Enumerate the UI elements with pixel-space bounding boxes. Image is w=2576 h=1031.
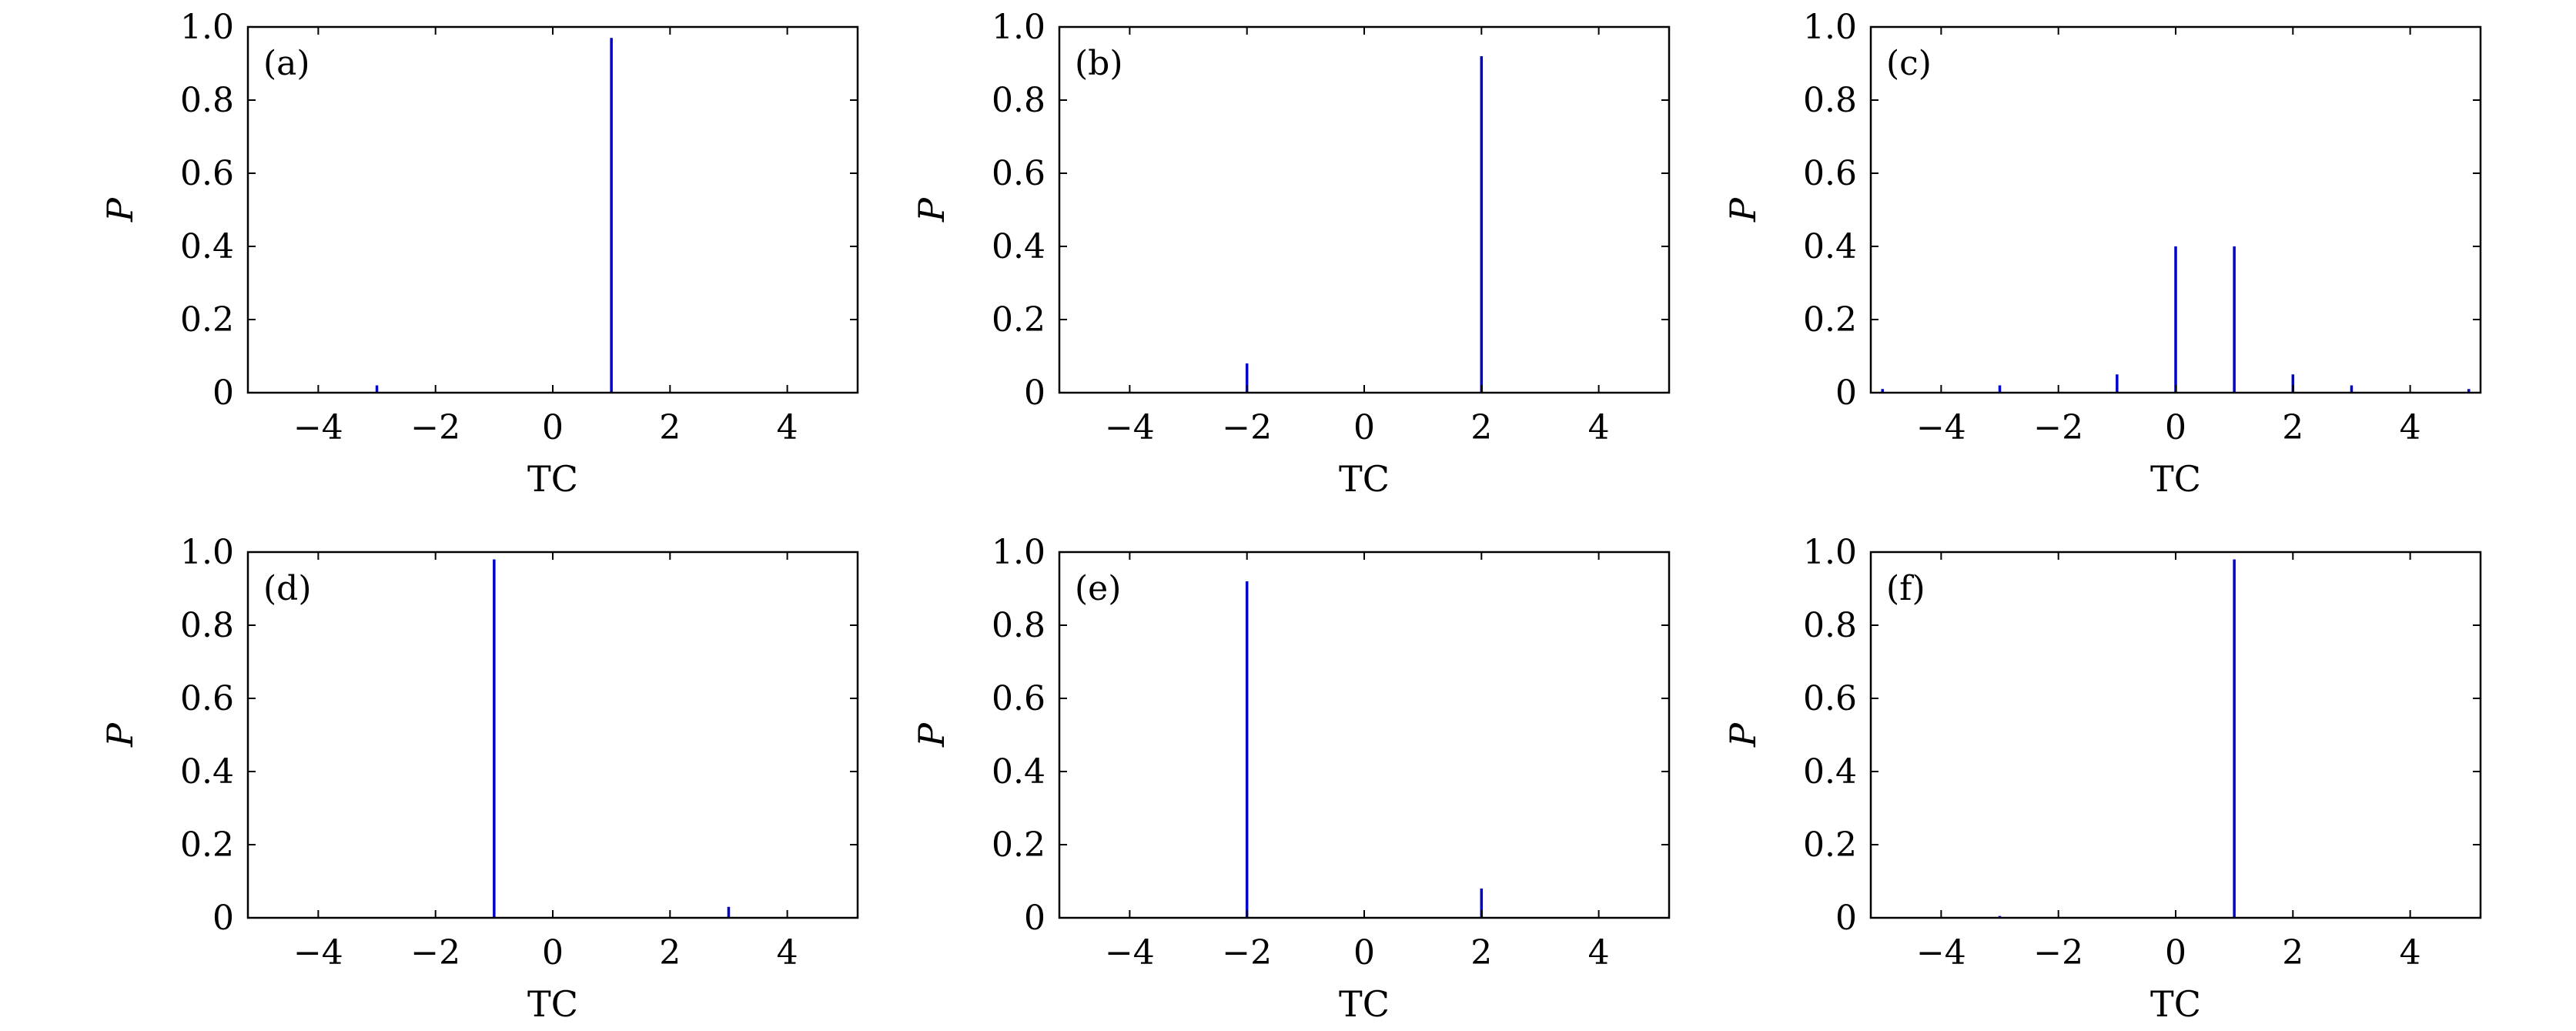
y-axis-label: P <box>99 197 141 223</box>
y-tick-label: 1.0 <box>992 8 1045 47</box>
y-axis-label: P <box>911 722 952 748</box>
y-tick-label: 1.0 <box>992 533 1045 572</box>
x-tick-label: 0 <box>1353 408 1375 447</box>
x-tick-label: −2 <box>2033 408 2083 447</box>
x-tick-label: 0 <box>2165 933 2186 972</box>
y-tick-label: 0.6 <box>1803 154 1857 193</box>
y-tick-label: 0.6 <box>992 154 1045 193</box>
panel-label: (d) <box>263 569 312 608</box>
x-tick-label: 4 <box>777 408 798 447</box>
x-tick-label: 4 <box>1588 408 1610 447</box>
x-tick-label: 2 <box>2282 933 2303 972</box>
y-tick-label: 0.6 <box>1803 679 1857 718</box>
y-tick-label: 0 <box>212 373 234 413</box>
x-tick-label: −2 <box>1222 408 1272 447</box>
y-axis-label: P <box>911 197 952 223</box>
x-tick-label: −4 <box>1916 933 1966 972</box>
x-tick-label: 2 <box>1470 933 1492 972</box>
panel-label: (f) <box>1886 569 1925 608</box>
y-tick-label: 0.8 <box>180 81 234 120</box>
y-tick-label: 0 <box>1024 899 1045 938</box>
panel-label: (a) <box>263 44 310 83</box>
y-tick-label: 1.0 <box>180 8 234 47</box>
x-tick-label: −4 <box>1105 408 1155 447</box>
y-tick-label: 1.0 <box>1803 8 1857 47</box>
y-tick-label: 1.0 <box>1803 533 1857 572</box>
x-tick-label: 0 <box>1353 933 1375 972</box>
y-tick-label: 0.6 <box>180 154 234 193</box>
x-axis-label: TC <box>527 458 578 500</box>
chart-panel: −4 −2 0 2 4 0 0.2 0.4 0.6 0.8 1.0 TC P (d) <box>99 533 859 1025</box>
x-axis-label: TC <box>2150 458 2201 500</box>
y-tick-label: 0.2 <box>1803 825 1857 865</box>
y-tick-label: 0.2 <box>992 300 1045 340</box>
x-tick-label: 0 <box>542 408 564 447</box>
x-tick-label: −4 <box>1105 933 1155 972</box>
chart-panel: −4 −2 0 2 4 0 0.2 0.4 0.6 0.8 1.0 TC P (a) <box>99 8 859 500</box>
y-tick-label: 0.4 <box>180 227 234 266</box>
chart-panel: −4 −2 0 2 4 0 0.2 0.4 0.6 0.8 1.0 TC P (f) <box>1722 533 2482 1025</box>
y-tick-label: 0.8 <box>992 606 1045 645</box>
x-tick-label: −4 <box>293 408 343 447</box>
x-tick-label: 2 <box>2282 408 2303 447</box>
y-tick-label: 0 <box>1835 899 1857 938</box>
x-tick-label: 4 <box>777 933 798 972</box>
y-tick-label: 0.8 <box>992 81 1045 120</box>
x-axis-label: TC <box>2150 983 2201 1025</box>
x-tick-label: 0 <box>542 933 564 972</box>
y-tick-label: 0.6 <box>992 679 1045 718</box>
x-tick-label: 4 <box>1588 933 1610 972</box>
y-tick-label: 0.2 <box>180 300 234 340</box>
x-axis-label: TC <box>1339 983 1390 1025</box>
chart-panel: −4 −2 0 2 4 0 0.2 0.4 0.6 0.8 1.0 TC P (e) <box>911 533 1671 1025</box>
y-axis-label: P <box>1722 197 1764 223</box>
x-tick-label: −2 <box>410 933 460 972</box>
y-tick-label: 0.4 <box>1803 227 1857 266</box>
y-tick-label: 0.4 <box>1803 752 1857 792</box>
x-tick-label: −2 <box>1222 933 1272 972</box>
y-tick-label: 0.2 <box>1803 300 1857 340</box>
y-tick-label: 0 <box>212 899 234 938</box>
y-tick-label: 0.4 <box>180 752 234 792</box>
y-tick-label: 0.8 <box>1803 81 1857 120</box>
x-tick-label: 2 <box>659 408 681 447</box>
x-tick-label: 4 <box>2400 933 2421 972</box>
x-tick-label: −4 <box>1916 408 1966 447</box>
y-tick-label: 0.2 <box>180 825 234 865</box>
x-tick-label: −2 <box>410 408 460 447</box>
x-axis-label: TC <box>527 983 578 1025</box>
y-tick-label: 0.4 <box>992 227 1045 266</box>
y-tick-label: 0.4 <box>992 752 1045 792</box>
panel-label: (e) <box>1075 569 1121 608</box>
x-tick-label: 4 <box>2400 408 2421 447</box>
panel-label: (b) <box>1075 44 1123 83</box>
panel-label: (c) <box>1886 44 1932 83</box>
y-axis-label: P <box>1722 722 1764 748</box>
y-axis-label: P <box>99 722 141 748</box>
y-tick-label: 0.6 <box>180 679 234 718</box>
x-tick-label: 2 <box>659 933 681 972</box>
y-tick-label: 0.2 <box>992 825 1045 865</box>
y-tick-label: 0.8 <box>1803 606 1857 645</box>
y-tick-label: 0.8 <box>180 606 234 645</box>
x-tick-label: −4 <box>293 933 343 972</box>
x-tick-label: −2 <box>2033 933 2083 972</box>
chart-panel: −4 −2 0 2 4 0 0.2 0.4 0.6 0.8 1.0 TC P (b) <box>911 8 1671 500</box>
y-tick-label: 0 <box>1835 373 1857 413</box>
x-tick-label: 2 <box>1470 408 1492 447</box>
x-tick-label: 0 <box>2165 408 2186 447</box>
y-tick-label: 1.0 <box>180 533 234 572</box>
y-tick-label: 0 <box>1024 373 1045 413</box>
x-axis-label: TC <box>1339 458 1390 500</box>
chart-panel: −4 −2 0 2 4 0 0.2 0.4 0.6 0.8 1.0 TC P (c) <box>1722 8 2482 500</box>
